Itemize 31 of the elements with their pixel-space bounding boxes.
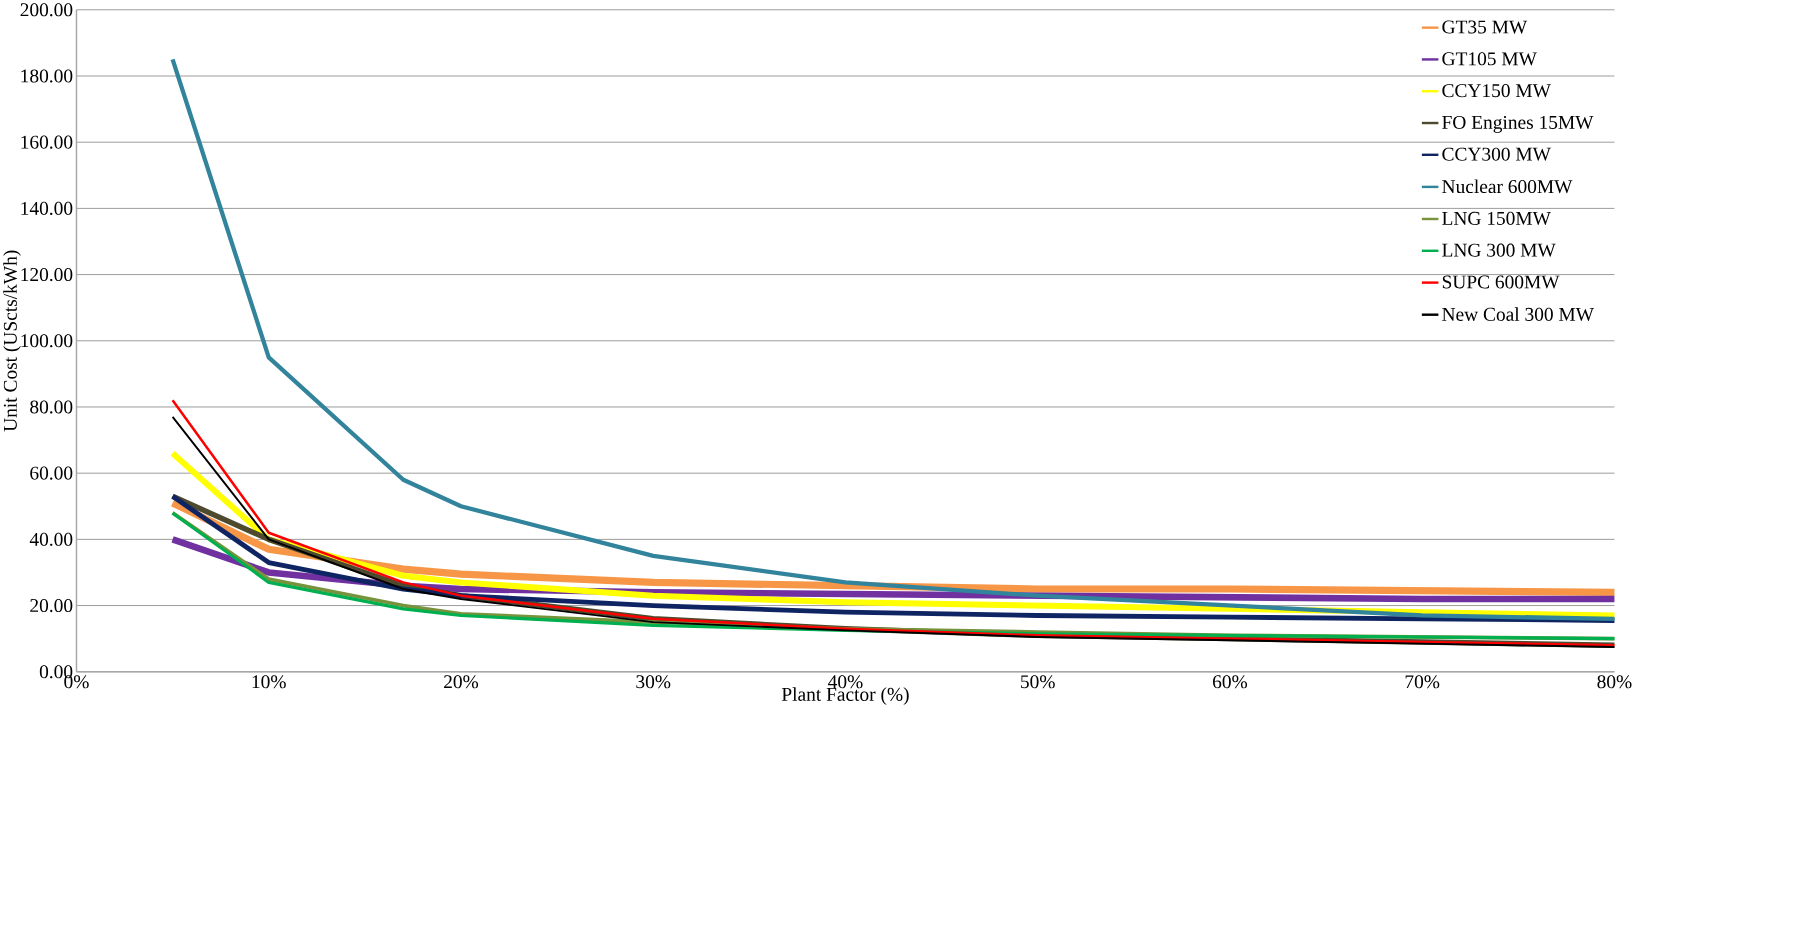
y-tick-label: 120.00 bbox=[21, 268, 73, 282]
y-tick-label: 80.00 bbox=[30, 400, 73, 414]
y-axis-title: Unit Cost (UScts/kWh) bbox=[3, 250, 21, 432]
legend-label: New Coal 300 MW bbox=[1442, 307, 1594, 322]
y-tick-label: 20.00 bbox=[30, 599, 73, 613]
x-tick-label: 70% bbox=[1405, 675, 1440, 689]
x-tick-label: 60% bbox=[1213, 675, 1248, 689]
legend-label: LNG 300 MW bbox=[1442, 243, 1556, 258]
legend-label: CCY150 MW bbox=[1442, 84, 1551, 98]
legend-label: SUPC 600MW bbox=[1442, 275, 1560, 289]
y-tick-label: 40.00 bbox=[29, 533, 73, 547]
x-tick-label: 80% bbox=[1597, 675, 1632, 689]
line-series bbox=[170, 494, 1617, 624]
x-tick-label: 40% bbox=[828, 675, 863, 689]
y-tick-label: 200.00 bbox=[20, 3, 73, 17]
legend-label: CCY300 MW bbox=[1442, 147, 1551, 162]
x-tick-label: 10% bbox=[252, 675, 286, 689]
legend-label: GT35 MW bbox=[1442, 20, 1528, 34]
x-tick-label: 30% bbox=[636, 675, 671, 689]
y-tick-label: 100.00 bbox=[21, 334, 73, 348]
x-axis-title: Plant Factor (%) bbox=[781, 687, 909, 706]
legend-label: GT105 MW bbox=[1442, 52, 1537, 66]
legend-label: LNG 150MW bbox=[1442, 212, 1551, 226]
y-tick-label: 140.00 bbox=[21, 202, 73, 216]
y-tick-label: 160.00 bbox=[21, 135, 73, 150]
y-tick-label: 180.00 bbox=[21, 69, 73, 83]
legend-label: Nuclear 600MW bbox=[1442, 179, 1573, 194]
y-tick-label: 60.00 bbox=[30, 466, 73, 480]
x-tick-label: 20% bbox=[444, 675, 479, 689]
x-tick-label: 50% bbox=[1021, 675, 1055, 689]
legend-label: FO Engines 15MW bbox=[1442, 116, 1594, 134]
